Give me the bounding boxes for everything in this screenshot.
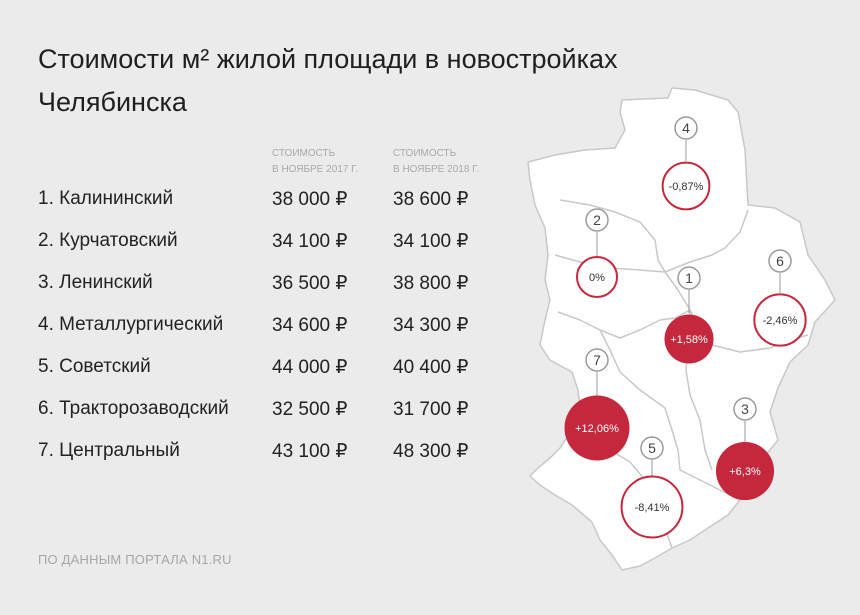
price-2018: 31 700 ₽: [393, 399, 469, 420]
column-header-2017-line-2: в ноябре 2017 г.: [272, 164, 359, 175]
district-marker-1: 1: [677, 266, 701, 290]
svg-text:1: 1: [685, 270, 693, 286]
district-name: 6. Тракторозаводский: [38, 398, 229, 419]
change-bubble-circle: [620, 475, 684, 539]
district-marker-7: 7: [585, 348, 609, 372]
boundary-north: [559, 199, 749, 273]
change-bubble-circle: [661, 161, 711, 211]
table-row: 5. Советский 44 000 ₽ 40 400 ₽: [38, 347, 508, 389]
change-bubble-3: +6,3%: [715, 441, 775, 501]
price-2017: 34 100 ₽: [272, 231, 348, 252]
district-marker-2: 2: [585, 208, 609, 232]
district-marker-3: 3: [733, 397, 757, 421]
district-name: 4. Металлургический: [38, 314, 224, 335]
price-2017: 32 500 ₽: [272, 399, 348, 420]
price-2017: 38 000 ₽: [272, 189, 348, 210]
svg-text:6: 6: [776, 253, 784, 269]
change-bubble-5: -8,41%: [620, 475, 684, 539]
table-row: 7. Центральный 43 100 ₽ 48 300 ₽: [38, 431, 508, 473]
change-bubbles: +1,58% 0% +6,3% -0,87% -8,41% -2,46% +12,06%: [564, 161, 807, 539]
price-2018: 48 300 ₽: [393, 441, 469, 462]
price-2017: 44 000 ₽: [272, 357, 348, 378]
column-header-2017: стоимость в ноябре 2017 г.: [272, 146, 358, 178]
district-name: 1. Калининский: [38, 188, 174, 209]
boundary-west: [557, 309, 691, 339]
price-2018: 34 300 ₽: [393, 315, 469, 336]
change-bubble-label: 0%: [589, 272, 605, 284]
price-2018: 40 400 ₽: [393, 357, 469, 378]
price-2018: 38 800 ₽: [393, 273, 469, 294]
table-row: 6. Тракторозаводский 32 500 ₽ 31 700 ₽: [38, 389, 508, 431]
district-name: 5. Советский: [38, 356, 151, 377]
price-2017: 34 600 ₽: [272, 315, 348, 336]
column-header-2018-line-1: стоимость: [393, 148, 457, 159]
district-marker-4: 4: [674, 116, 698, 140]
column-header-2018-line-2: в ноябре 2018 г.: [393, 164, 480, 175]
price-2018: 38 600 ₽: [393, 189, 469, 210]
district-marker-6: 6: [768, 249, 792, 273]
change-bubble-label: +1,58%: [670, 334, 708, 346]
page-title: Стоимости м² жилой площади в новостройка…: [38, 38, 678, 124]
marker-connectors: [596, 140, 781, 477]
change-bubble-circle: [564, 395, 630, 461]
change-bubble-2: 0%: [576, 256, 618, 298]
svg-text:2: 2: [593, 212, 601, 228]
svg-text:5: 5: [648, 440, 656, 456]
column-header-2017-line-1: стоимость: [272, 148, 336, 159]
district-name: 7. Центральный: [38, 440, 180, 461]
change-bubble-label: -2,46%: [763, 315, 798, 327]
title-line-2: Челябинска: [38, 87, 187, 117]
district-name: 2. Курчатовский: [38, 230, 178, 251]
change-bubble-label: +6,3%: [729, 466, 761, 478]
change-bubble-circle: [715, 441, 775, 501]
change-bubble-4: -0,87%: [661, 161, 711, 211]
district-number-markers: 4 2 1 6 7 3 5: [585, 116, 792, 460]
table-row: 2. Курчатовский 34 100 ₽ 34 100 ₽: [38, 221, 508, 263]
change-bubble-1: +1,58%: [664, 314, 714, 364]
change-bubble-label: -8,41%: [635, 502, 670, 514]
svg-text:4: 4: [682, 120, 690, 136]
table-row: 1. Калининский 38 000 ₽ 38 600 ₽: [38, 179, 508, 221]
change-bubble-6: -2,46%: [753, 293, 807, 347]
table-row: 3. Ленинский 36 500 ₽ 38 800 ₽: [38, 263, 508, 305]
district-name: 3. Ленинский: [38, 272, 153, 293]
column-header-2018: стоимость в ноябре 2018 г.: [393, 146, 479, 178]
change-bubble-label: -0,87%: [669, 181, 704, 193]
price-2017: 36 500 ₽: [272, 273, 348, 294]
source-note: ПО ДАННЫМ ПОРТАЛА N1.RU: [38, 552, 232, 567]
change-bubble-label: +12,06%: [575, 423, 619, 435]
boundary-central-south: [599, 329, 741, 501]
price-2017: 43 100 ₽: [272, 441, 348, 462]
change-bubble-circle: [753, 293, 807, 347]
price-2018: 34 100 ₽: [393, 231, 469, 252]
change-bubble-circle: [576, 256, 618, 298]
title-line-1: Стоимости м² жилой площади в новостройка…: [38, 44, 618, 74]
change-bubble-circle: [664, 314, 714, 364]
table-row: 4. Металлургический 34 600 ₽ 34 300 ₽: [38, 305, 508, 347]
change-bubble-7: +12,06%: [564, 395, 630, 461]
district-marker-5: 5: [640, 436, 664, 460]
price-table: 1. Калининский 38 000 ₽ 38 600 ₽ 2. Курч…: [38, 179, 508, 473]
svg-text:3: 3: [741, 401, 749, 417]
svg-text:7: 7: [593, 352, 601, 368]
